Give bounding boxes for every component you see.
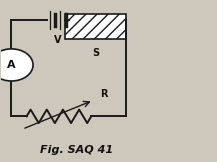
Text: V: V xyxy=(54,35,62,45)
Circle shape xyxy=(0,49,33,81)
Bar xyxy=(65,14,126,39)
Text: S: S xyxy=(92,48,99,58)
Text: Fig. SAQ 41: Fig. SAQ 41 xyxy=(39,145,113,155)
Text: R: R xyxy=(100,89,107,99)
Text: A: A xyxy=(7,60,16,70)
